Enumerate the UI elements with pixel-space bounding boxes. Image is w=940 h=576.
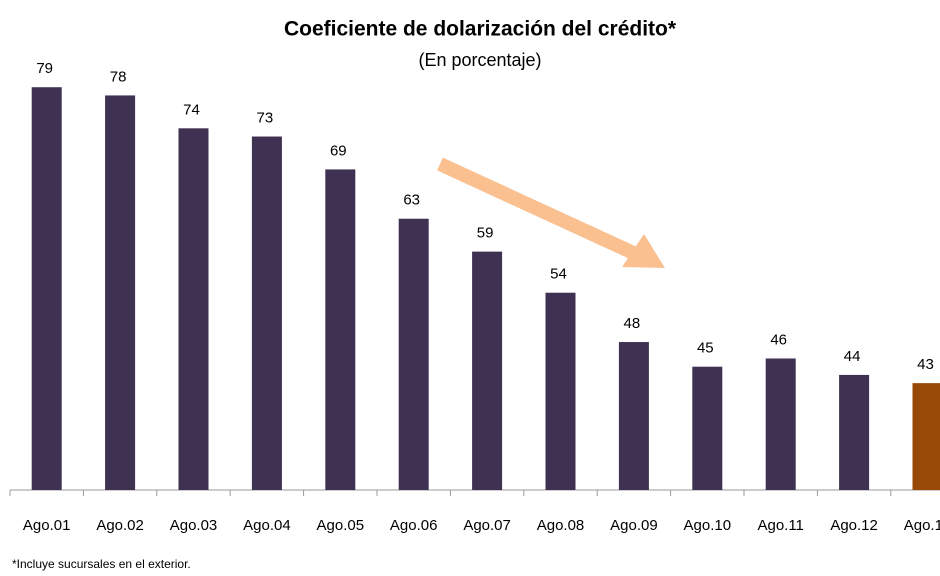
x-tick-label: Ago.11 — [757, 517, 803, 534]
bar — [178, 128, 209, 490]
x-tick-label: Ago.13 — [904, 517, 940, 534]
value-label: 63 — [403, 192, 420, 209]
x-tick-label: Ago.06 — [390, 517, 438, 534]
bar — [692, 366, 723, 490]
x-tick-label: Ago.10 — [684, 517, 732, 534]
bar — [398, 218, 429, 491]
value-label: 48 — [624, 315, 641, 332]
bar — [765, 358, 796, 490]
footnote: *Incluye sucursales en el exterior. — [12, 557, 191, 571]
value-label: 79 — [36, 60, 53, 77]
bar — [545, 292, 576, 490]
bar — [618, 342, 649, 490]
x-tick-label: Ago.07 — [463, 517, 511, 534]
x-tick-label: Ago.01 — [23, 517, 71, 534]
x-tick-label: Ago.09 — [610, 517, 658, 534]
value-label: 73 — [257, 110, 274, 127]
value-label: 59 — [477, 225, 494, 242]
value-label: 78 — [110, 68, 127, 85]
bar — [251, 136, 282, 491]
x-tick-label: Ago.03 — [170, 517, 218, 534]
x-tick-label: Ago.08 — [537, 517, 585, 534]
value-label: 74 — [183, 101, 200, 118]
trend-arrow — [437, 157, 665, 268]
chart-title: Coeficiente de dolarización del crédito* — [284, 18, 677, 41]
bar — [472, 251, 503, 490]
value-label: 44 — [844, 348, 861, 365]
value-label: 43 — [917, 356, 934, 373]
value-label: 46 — [770, 331, 787, 348]
bar — [31, 87, 62, 490]
arrow-head — [622, 234, 665, 268]
x-tick-label: Ago.12 — [830, 517, 878, 534]
bar — [839, 374, 870, 490]
bar — [912, 383, 940, 490]
value-label: 69 — [330, 142, 347, 159]
chart-subtitle: (En porcentaje) — [418, 50, 541, 70]
arrow-shaft — [437, 157, 643, 263]
x-tick-label: Ago.05 — [317, 517, 365, 534]
value-label: 45 — [697, 340, 714, 357]
x-tick-label: Ago.02 — [96, 517, 144, 534]
x-tick-label: Ago.04 — [243, 517, 291, 534]
bar — [325, 169, 356, 491]
bar — [105, 95, 136, 490]
value-label: 54 — [550, 266, 567, 283]
